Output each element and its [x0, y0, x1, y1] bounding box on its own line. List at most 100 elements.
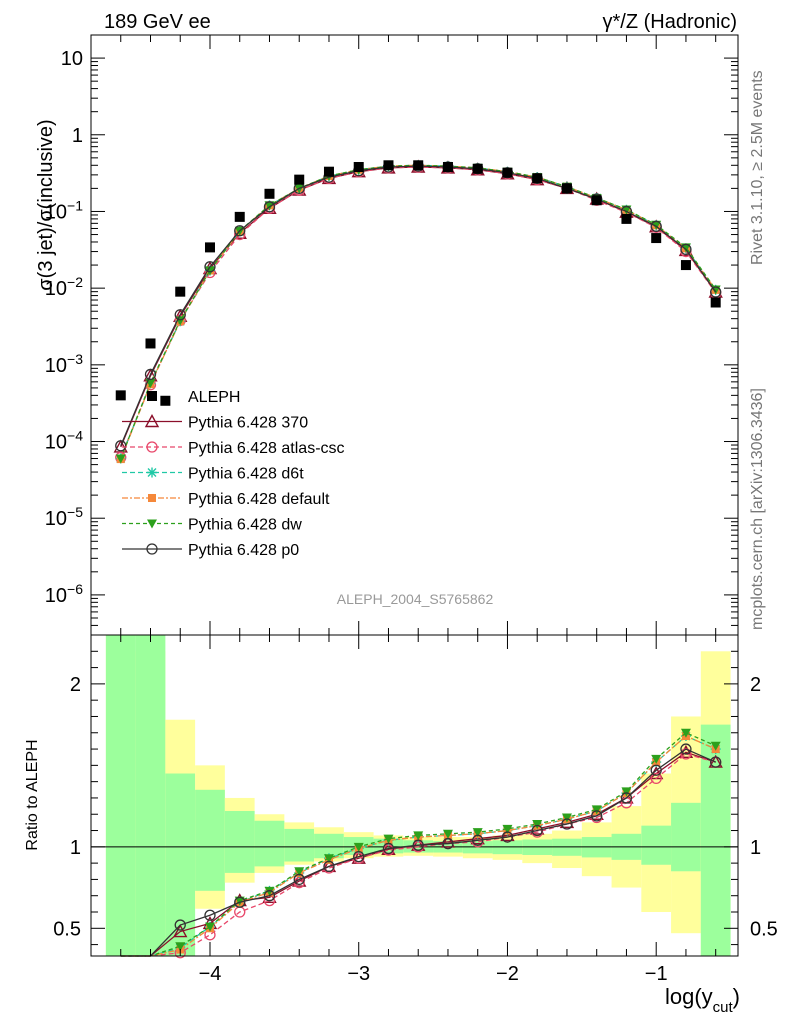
- data-point-aleph: [294, 174, 305, 185]
- legend-marker-atlas: [146, 441, 158, 453]
- ratio-series-point-p0: [412, 839, 424, 851]
- ratio-series-point-dw: [234, 896, 245, 906]
- data-point-aleph: [472, 163, 483, 174]
- data-point-aleph: [323, 166, 334, 177]
- ratio-series-point-atlas: [650, 772, 662, 785]
- data-point-aleph: [651, 233, 662, 244]
- ratio-series-point-dw: [353, 842, 364, 852]
- legend-marker-dw: [147, 519, 157, 529]
- main-series-point-p0: [144, 368, 157, 381]
- ratio-series-point-p0: [501, 831, 514, 843]
- uncertainty-band-green: [105, 635, 136, 956]
- mcplots-label: mcplots.cern.ch [arXiv:1306.3436]: [749, 388, 766, 630]
- legend-entry-label: ALEPH: [188, 389, 240, 406]
- ratio-y-tick-label-right: 1: [750, 837, 761, 859]
- ratio-series-point-p0: [293, 873, 305, 886]
- uncertainty-band-green: [671, 802, 701, 872]
- ratio-series-point-dw: [651, 754, 662, 764]
- ratio-series-line-p0: [120, 748, 716, 957]
- ratio-series-point-dw: [710, 741, 721, 751]
- data-point-aleph: [532, 173, 543, 184]
- ratio-series-point-p0: [353, 850, 365, 863]
- ratio-series-point-dw: [442, 829, 453, 839]
- main-series-point-p0: [650, 220, 662, 232]
- ratio-y-tick-label-right: 2: [750, 674, 761, 696]
- ratio-series-point-dw: [561, 813, 572, 823]
- main-y-tick-label: 1: [72, 125, 83, 147]
- ratio-series-line-dw: [120, 732, 716, 957]
- data-point-aleph: [145, 338, 156, 349]
- x-axis-label: log(ycut): [665, 984, 740, 1016]
- ratio-series-point-p0: [591, 810, 603, 822]
- data-point-aleph: [621, 213, 632, 224]
- ratio-series-point-dw: [472, 828, 483, 838]
- main-series-point-dw: [264, 201, 275, 211]
- data-point-aleph: [175, 286, 186, 297]
- data-point-aleph: [204, 242, 215, 253]
- ratio-series-point-dw: [294, 867, 305, 877]
- ratio-y-tick-label: 2: [70, 674, 81, 696]
- chart-right-title: γ*/Z (Hadronic): [603, 11, 737, 33]
- main-series-point-p0: [710, 286, 722, 298]
- ratio-frame: [90, 634, 739, 957]
- main-y-tick-label: 10−3: [45, 351, 83, 377]
- main-y-tick-label: 10−4: [45, 428, 83, 454]
- main-y-axis-label: σ(3 jet)/σ(inclusive): [35, 119, 57, 290]
- data-point-aleph: [502, 167, 513, 178]
- legend-marker-default: [148, 494, 156, 502]
- x-axis-label-main: log(y: [665, 984, 713, 1009]
- legend-entry-label: Pythia 6.428 default: [188, 491, 330, 508]
- ratio-series-point-dw: [621, 787, 632, 797]
- data-point-aleph: [160, 395, 171, 406]
- ratio-series-point-p0: [323, 860, 335, 873]
- legend-marker-aleph: [147, 391, 157, 401]
- legend: ALEPH Pythia 6.428 370 Pythia 6.428 atlas-…: [122, 389, 345, 559]
- data-point-aleph: [442, 161, 453, 172]
- uncertainty-band-green: [254, 820, 285, 867]
- main-series-point-p0: [680, 243, 692, 256]
- ratio-series-point-p0: [680, 743, 692, 755]
- rivet-version-label: Rivet 3.1.10, ≥ 2.5M events: [749, 70, 766, 265]
- analysis-watermark: ALEPH_2004_S5765862: [337, 591, 494, 607]
- ratio-y-axis-label: Ratio to ALEPH: [24, 739, 41, 850]
- data-point-aleph: [383, 160, 394, 171]
- uncertainty-band-green: [284, 828, 315, 862]
- ratio-series-point-dw: [502, 824, 513, 834]
- uncertainty-bands: [105, 635, 731, 956]
- ratio-series-point-p0: [620, 792, 633, 804]
- main-panel: 10 1 10−1 10−2 10−3 10−4 10−5 10−6: [45, 34, 739, 636]
- ratio-series-point-p0: [531, 824, 543, 837]
- main-axis-ticks: 10 1 10−1 10−2 10−3 10−4 10−5 10−6: [45, 34, 738, 636]
- ratio-series-point-p0: [710, 756, 722, 768]
- main-series-point-dw: [115, 454, 126, 464]
- main-data-layer: [113, 159, 723, 464]
- ratio-series-point-p0: [650, 764, 662, 776]
- ratio-panel: 0.5 0.5 1 1 2 2 −4 −3 −2 −1: [53, 634, 778, 985]
- ratio-series-point-dw: [413, 831, 424, 841]
- ratio-series-point-p0: [204, 909, 216, 921]
- ratio-series-point-dw: [591, 805, 602, 815]
- main-y-tick-label: 10−2: [45, 274, 83, 300]
- data-point-aleph: [264, 188, 275, 199]
- uncertainty-band-green: [195, 789, 225, 891]
- uncertainty-band-green: [224, 810, 255, 873]
- data-point-aleph: [680, 260, 691, 271]
- main-y-tick-label: 10−1: [45, 197, 83, 223]
- ratio-series-line-atlas: [120, 753, 716, 957]
- legend-entry-label: Pythia 6.428 dw: [188, 517, 302, 534]
- data-point-aleph: [115, 390, 126, 401]
- ratio-data-layer: [120, 728, 723, 959]
- data-point-aleph: [413, 160, 424, 171]
- ratio-series-point-p0: [561, 818, 573, 830]
- legend-marker-p0: [146, 543, 158, 555]
- main-series-point-p0: [263, 201, 276, 213]
- ratio-series-point-dw: [532, 820, 543, 830]
- ratio-series-point-dw: [204, 922, 215, 932]
- ratio-series-point-p370: [173, 924, 188, 938]
- x-tick-label: −3: [347, 963, 370, 985]
- x-tick-label: −1: [645, 963, 668, 985]
- legend-entry-label: Pythia 6.428 p0: [188, 542, 299, 559]
- x-axis-label-end: ): [733, 984, 740, 1009]
- legend-marker-d6t: [147, 467, 157, 478]
